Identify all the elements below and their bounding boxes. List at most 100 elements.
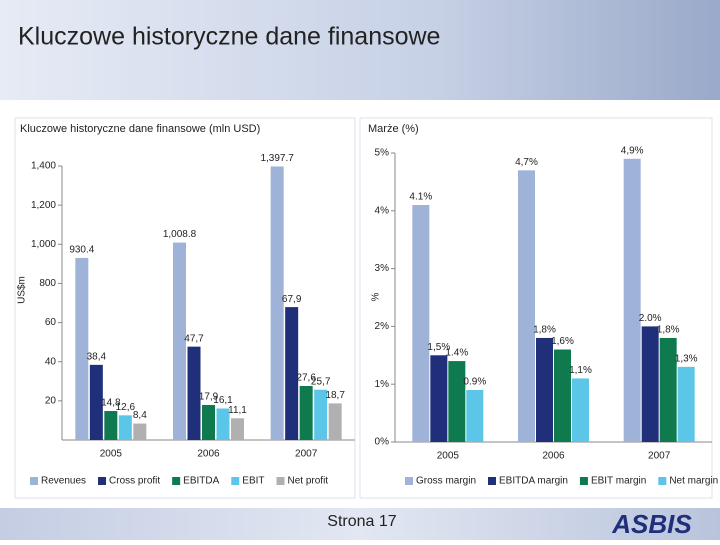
y-tick-label: 1,200 (31, 200, 56, 211)
data-label: 12,6 (116, 402, 136, 413)
data-label: 1.4% (445, 348, 468, 359)
bar (216, 408, 230, 440)
y-axis-label: % (371, 292, 382, 301)
bar (118, 415, 132, 440)
legend-label: EBIT (242, 476, 264, 487)
data-label: 25,7 (311, 376, 331, 387)
legend-swatch (231, 477, 240, 485)
legend-swatch (658, 477, 667, 485)
bar (314, 389, 328, 440)
y-tick-label: 60 (45, 317, 57, 328)
legend-swatch (98, 477, 107, 485)
y-tick-label: 20 (45, 395, 57, 406)
slide-title: Kluczowe historyczne dane finansowe (18, 23, 440, 51)
y-tick-label: 5% (375, 148, 390, 159)
legend-swatch (276, 477, 285, 485)
y-tick-label: 0% (375, 437, 390, 448)
bar (133, 423, 147, 440)
data-label: 1,008.8 (163, 229, 197, 240)
x-tick-label: 2006 (542, 451, 565, 462)
y-tick-label: 4% (375, 205, 390, 216)
x-tick-label: 2007 (648, 451, 671, 462)
bar (104, 411, 118, 440)
x-tick-label: 2007 (295, 449, 318, 460)
x-tick-label: 2006 (197, 449, 220, 460)
x-tick-label: 2005 (437, 451, 460, 462)
bar (448, 361, 466, 442)
footer-band (0, 508, 720, 540)
data-label: 4,9% (621, 145, 644, 156)
legend-label: Cross profit (109, 476, 160, 487)
legend-swatch (172, 477, 181, 485)
bar (412, 205, 430, 442)
y-axis-label: US$m (17, 276, 28, 304)
data-label: 4,7% (515, 157, 538, 168)
bar (466, 389, 484, 442)
bar (641, 326, 659, 442)
bar (187, 346, 201, 440)
data-label: 1,397.7 (260, 153, 294, 164)
y-tick-label: 40 (45, 356, 57, 367)
bar (231, 418, 244, 440)
data-label: 2.0% (639, 313, 662, 324)
data-label: 1,1% (569, 365, 592, 376)
page-number: Strona 17 (327, 513, 396, 530)
data-label: 1,8% (533, 325, 556, 336)
bar (554, 349, 571, 442)
legend-label: EBITDA margin (499, 476, 568, 487)
x-tick-label: 2005 (100, 449, 123, 460)
legend-label: EBITDA (183, 476, 219, 487)
bar (75, 257, 89, 440)
data-label: 67,9 (282, 294, 302, 305)
data-label: 1,3% (675, 354, 698, 365)
logo: ASBIS (611, 509, 692, 539)
bar (202, 404, 215, 440)
bar (89, 364, 103, 440)
data-label: 1,8% (657, 325, 680, 336)
bar (270, 166, 284, 441)
data-label: 38,4 (87, 351, 107, 362)
data-label: 14,8 (101, 398, 121, 409)
bar (677, 366, 695, 442)
legend-label: Net profit (288, 476, 329, 487)
data-label: 4.1% (409, 192, 432, 203)
bar (173, 242, 186, 440)
data-label: 1,5% (427, 342, 450, 353)
bar (572, 378, 589, 442)
data-label: 16,1 (213, 395, 233, 406)
bar (285, 307, 299, 440)
legend-swatch (488, 477, 497, 485)
data-label: 11,1 (228, 405, 247, 416)
y-tick-label: 1,400 (31, 161, 56, 172)
legend-swatch (579, 477, 588, 485)
header-band (0, 0, 720, 100)
bar (623, 158, 641, 442)
y-tick-label: 800 (39, 278, 56, 289)
data-label: 18,7 (325, 390, 345, 401)
bar (659, 337, 677, 442)
data-label: 1,6% (551, 336, 574, 347)
data-label: 0.9% (463, 377, 486, 388)
bar (536, 337, 553, 442)
legend-label: Gross margin (416, 476, 476, 487)
y-tick-label: 2% (375, 321, 390, 332)
legend-label: EBIT margin (591, 476, 646, 487)
bar (328, 403, 342, 440)
legend-label: Net margin (669, 476, 718, 487)
chart-title: Kluczowe historyczne dane finansowe (mln… (20, 123, 260, 135)
y-tick-label: 3% (375, 263, 390, 274)
legend-swatch (405, 477, 413, 485)
y-tick-label: 1% (375, 379, 390, 390)
y-tick-label: 1,000 (31, 239, 56, 250)
chart-title: Marże (%) (368, 123, 419, 135)
bar (299, 385, 313, 440)
data-label: 27,6 (296, 373, 316, 384)
legend-label: Revenues (41, 476, 86, 487)
bar (518, 170, 535, 442)
legend-swatch (30, 477, 38, 485)
data-label: 47,7 (184, 333, 204, 344)
bar (430, 355, 448, 442)
data-label: 930.4 (69, 245, 94, 256)
data-label: 8,4 (133, 410, 147, 421)
